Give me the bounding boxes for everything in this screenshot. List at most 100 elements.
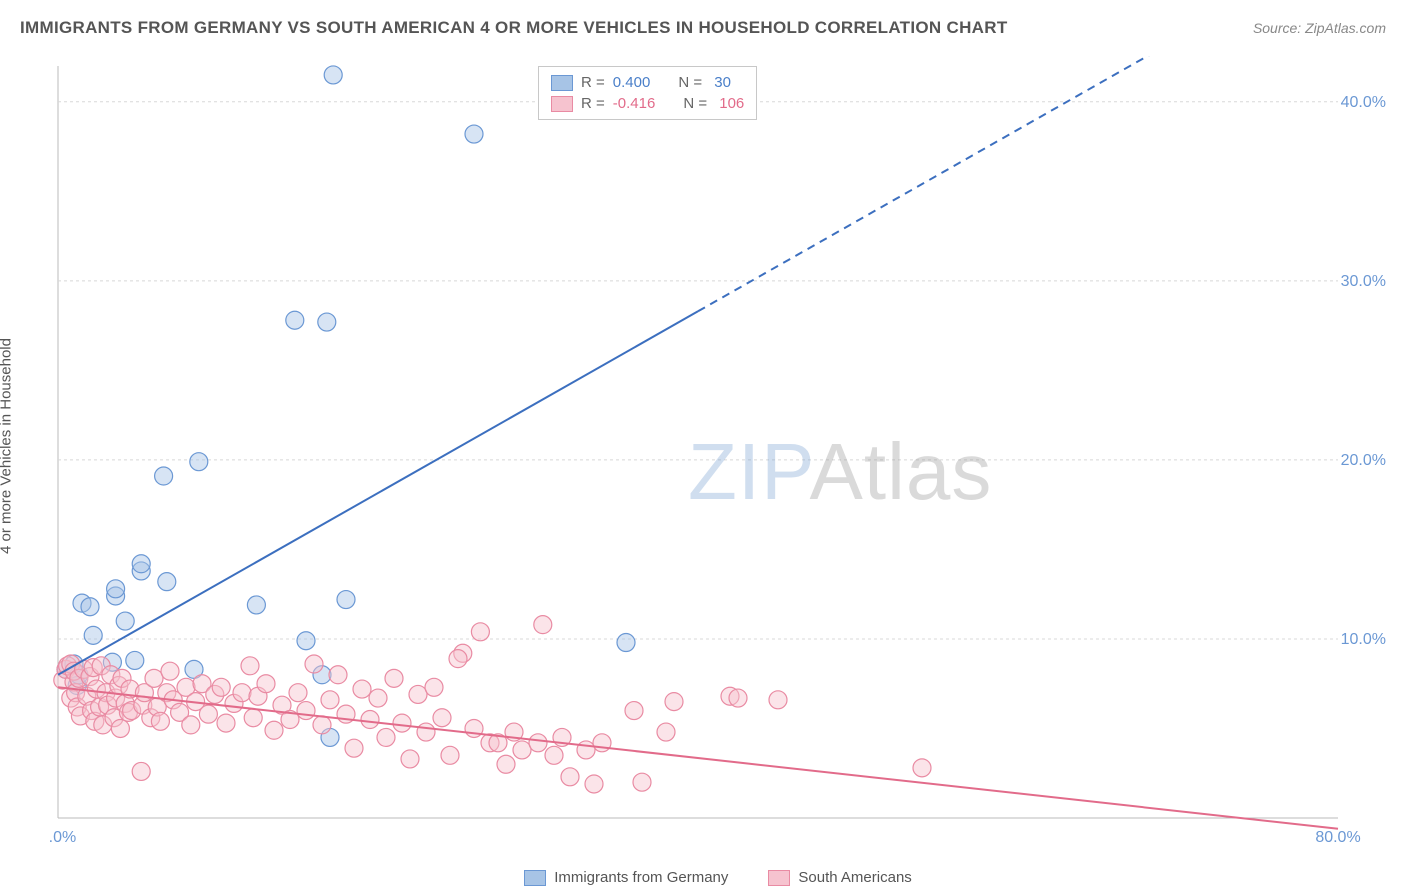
data-point-south_american bbox=[401, 750, 419, 768]
legend-item-germany: Immigrants from Germany bbox=[524, 869, 728, 886]
data-point-south_american bbox=[369, 689, 387, 707]
data-point-south_american bbox=[417, 723, 435, 741]
data-point-south_american bbox=[561, 768, 579, 786]
data-point-germany bbox=[337, 591, 355, 609]
data-point-south_american bbox=[212, 678, 230, 696]
trend-line-south_american bbox=[58, 687, 1338, 828]
data-point-south_american bbox=[577, 741, 595, 759]
swatch-south_american bbox=[768, 870, 790, 886]
source-prefix: Source: bbox=[1253, 20, 1305, 36]
data-point-germany bbox=[247, 596, 265, 614]
data-point-south_american bbox=[145, 669, 163, 687]
r-value-south_american: -0.416 bbox=[613, 93, 656, 114]
n-label: N = bbox=[678, 72, 702, 93]
source-link[interactable]: ZipAtlas.com bbox=[1305, 20, 1386, 36]
y-tick-label: 10.0% bbox=[1341, 631, 1386, 648]
data-point-south_american bbox=[625, 702, 643, 720]
data-point-south_american bbox=[471, 623, 489, 641]
n-value-south_american: 106 bbox=[715, 93, 744, 114]
data-point-south_american bbox=[433, 709, 451, 727]
n-value-germany: 30 bbox=[710, 72, 731, 93]
data-point-south_american bbox=[151, 712, 169, 730]
data-point-south_american bbox=[769, 691, 787, 709]
data-point-south_american bbox=[182, 716, 200, 734]
stats-row-south_american: R = -0.416 N = 106 bbox=[551, 93, 744, 114]
swatch-germany bbox=[524, 870, 546, 886]
data-point-south_american bbox=[657, 723, 675, 741]
r-label: R = bbox=[581, 93, 605, 114]
data-point-south_american bbox=[534, 616, 552, 634]
legend-label-south_american: South Americans bbox=[798, 869, 911, 886]
r-label: R = bbox=[581, 72, 605, 93]
data-point-germany bbox=[155, 467, 173, 485]
stats-row-germany: R = 0.400 N = 30 bbox=[551, 72, 744, 93]
x-tick-label: 0.0% bbox=[48, 829, 76, 846]
x-tick-label: 80.0% bbox=[1315, 829, 1360, 846]
data-point-south_american bbox=[513, 741, 531, 759]
swatch-germany bbox=[551, 75, 573, 91]
legend-item-south_american: South Americans bbox=[768, 869, 911, 886]
data-point-south_american bbox=[729, 689, 747, 707]
legend-label-germany: Immigrants from Germany bbox=[554, 869, 728, 886]
data-point-germany bbox=[297, 632, 315, 650]
data-point-south_american bbox=[329, 666, 347, 684]
chart-area: 10.0%20.0%30.0%40.0%0.0%80.0% ZIPAtlas R… bbox=[48, 56, 1388, 846]
data-point-germany bbox=[84, 626, 102, 644]
data-point-germany bbox=[190, 453, 208, 471]
source-label: Source: ZipAtlas.com bbox=[1253, 20, 1386, 38]
data-point-south_american bbox=[409, 685, 427, 703]
data-point-south_american bbox=[111, 719, 129, 737]
data-point-south_american bbox=[665, 693, 683, 711]
data-point-south_american bbox=[199, 705, 217, 723]
data-point-south_american bbox=[377, 728, 395, 746]
n-label: N = bbox=[683, 93, 707, 114]
data-point-south_american bbox=[913, 759, 931, 777]
y-tick-label: 30.0% bbox=[1341, 273, 1386, 290]
trend-line-dash-germany bbox=[698, 56, 1338, 311]
data-point-germany bbox=[132, 555, 150, 573]
data-point-south_american bbox=[585, 775, 603, 793]
stats-legend: R = 0.400 N = 30 R = -0.416 N = 106 bbox=[538, 66, 757, 120]
data-point-south_american bbox=[441, 746, 459, 764]
data-point-south_american bbox=[425, 678, 443, 696]
data-point-germany bbox=[116, 612, 134, 630]
data-point-south_american bbox=[385, 669, 403, 687]
data-point-south_american bbox=[529, 734, 547, 752]
data-point-germany bbox=[158, 573, 176, 591]
data-point-south_american bbox=[233, 684, 251, 702]
data-point-germany bbox=[318, 313, 336, 331]
r-value-germany: 0.400 bbox=[613, 72, 651, 93]
data-point-south_american bbox=[241, 657, 259, 675]
data-point-south_american bbox=[161, 662, 179, 680]
data-point-south_american bbox=[321, 691, 339, 709]
data-point-germany bbox=[286, 311, 304, 329]
data-point-south_american bbox=[497, 755, 515, 773]
data-point-germany bbox=[107, 580, 125, 598]
data-point-south_american bbox=[361, 711, 379, 729]
y-tick-label: 40.0% bbox=[1341, 94, 1386, 111]
data-point-germany bbox=[324, 66, 342, 84]
series-legend: Immigrants from Germany South Americans bbox=[48, 869, 1388, 886]
chart-title: IMMIGRANTS FROM GERMANY VS SOUTH AMERICA… bbox=[20, 18, 1008, 38]
data-point-south_american bbox=[313, 716, 331, 734]
data-point-south_american bbox=[345, 739, 363, 757]
data-point-south_american bbox=[265, 721, 283, 739]
data-point-south_american bbox=[132, 762, 150, 780]
data-point-germany bbox=[465, 125, 483, 143]
data-point-south_american bbox=[449, 650, 467, 668]
trend-line-germany bbox=[58, 311, 698, 674]
data-point-south_american bbox=[305, 655, 323, 673]
data-point-germany bbox=[617, 634, 635, 652]
y-axis-title: 4 or more Vehicles in Household bbox=[0, 338, 15, 554]
y-tick-label: 20.0% bbox=[1341, 452, 1386, 469]
data-point-south_american bbox=[353, 680, 371, 698]
data-point-south_american bbox=[393, 714, 411, 732]
data-point-south_american bbox=[217, 714, 235, 732]
data-point-south_american bbox=[257, 675, 275, 693]
data-point-south_american bbox=[545, 746, 563, 764]
swatch-south_american bbox=[551, 96, 573, 112]
data-point-south_american bbox=[297, 702, 315, 720]
data-point-germany bbox=[81, 598, 99, 616]
data-point-south_american bbox=[289, 684, 307, 702]
scatter-chart: 10.0% 20.0% 30.0% 40.0% 0.0% 80.0% bbox=[48, 56, 1388, 846]
